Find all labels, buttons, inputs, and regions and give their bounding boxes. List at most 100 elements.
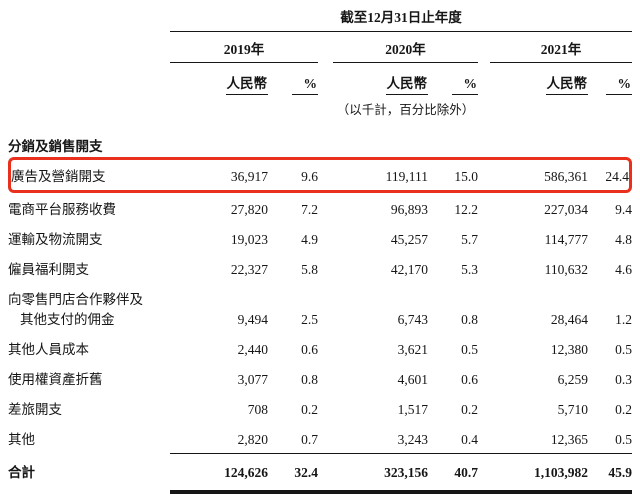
pct-header-2019: % bbox=[268, 63, 318, 95]
row-label: 其他 bbox=[8, 432, 35, 447]
cell-value: 0.5 bbox=[615, 342, 632, 357]
rmb-header-2021: 人民幣 bbox=[490, 63, 588, 95]
cell-value: 6,259 bbox=[557, 372, 588, 387]
column-gap bbox=[318, 63, 333, 95]
cell-value: 0.6 bbox=[461, 372, 478, 387]
units-note-row: （以千計，百分比除外） bbox=[8, 95, 632, 120]
column-gap bbox=[318, 363, 333, 393]
cell-value: 9.4 bbox=[615, 202, 632, 217]
cell-value: 586,361 bbox=[490, 157, 588, 193]
column-gap bbox=[478, 363, 490, 393]
year-header-2019: 2019年 bbox=[170, 32, 318, 63]
column-gap bbox=[478, 423, 490, 453]
pct-header-label: % bbox=[606, 76, 632, 95]
cell-value: 0.6 bbox=[301, 342, 318, 357]
column-gap bbox=[318, 193, 333, 223]
cell-value: 27,820 bbox=[230, 202, 268, 217]
column-gap bbox=[318, 283, 333, 333]
rmb-header-label: 人民幣 bbox=[225, 72, 268, 95]
cell-value: 5.7 bbox=[461, 232, 478, 247]
period-header: 截至12月31日止年度 bbox=[170, 6, 632, 32]
section-title: 分銷及銷售開支 bbox=[8, 139, 103, 154]
units-note: （以千計，百分比除外） bbox=[336, 103, 475, 117]
cell-value: 4.6 bbox=[615, 262, 632, 277]
cell-value: 1,517 bbox=[397, 402, 428, 417]
cell-value: 9.6 bbox=[268, 157, 318, 193]
table-row-transport-logistics: 運輸及物流開支 19,023 4.9 45,257 5.7 114,777 4.… bbox=[8, 223, 632, 253]
cell-value: 0.8 bbox=[461, 312, 478, 327]
cell-value: 114,777 bbox=[544, 232, 588, 247]
total-value: 32.4 bbox=[268, 453, 318, 486]
cell-value: 0.2 bbox=[301, 402, 318, 417]
column-gap bbox=[318, 95, 333, 120]
period-header-row: 截至12月31日止年度 bbox=[8, 6, 632, 32]
column-gap bbox=[478, 283, 490, 333]
cell-value: 0.4 bbox=[461, 432, 478, 447]
column-gap bbox=[478, 253, 490, 283]
column-gap bbox=[318, 223, 333, 253]
column-gap bbox=[478, 453, 490, 486]
row-label: 電商平台服務收費 bbox=[8, 202, 116, 217]
pct-header-2021: % bbox=[588, 63, 632, 95]
cell-value: 708 bbox=[247, 402, 268, 417]
cell-value: 2,440 bbox=[237, 342, 268, 357]
column-gap bbox=[318, 423, 333, 453]
table-row-retail-partner-commission: 向零售門店合作夥伴及 其他支付的佣金 9,494 2.5 6,743 0.8 2… bbox=[8, 283, 632, 333]
column-gap bbox=[478, 193, 490, 223]
cell-value: 12,380 bbox=[550, 342, 588, 357]
total-value: 40.7 bbox=[428, 453, 478, 486]
column-gap bbox=[478, 95, 490, 120]
row-label: 廣告及營銷開支 bbox=[8, 157, 170, 193]
rmb-header-2019: 人民幣 bbox=[170, 63, 268, 95]
empty-cell bbox=[8, 95, 170, 120]
cell-value: 42,170 bbox=[390, 262, 428, 277]
rmb-header-label: 人民幣 bbox=[385, 72, 428, 95]
cell-value: 5.8 bbox=[301, 262, 318, 277]
total-value: 45.9 bbox=[588, 453, 632, 486]
column-gap bbox=[318, 453, 333, 486]
row-label: 差旅開支 bbox=[8, 402, 62, 417]
cell-value: 5,710 bbox=[557, 402, 588, 417]
row-label: 僱員福利開支 bbox=[8, 262, 89, 277]
cell-value: 1.2 bbox=[615, 312, 632, 327]
pct-header-label: % bbox=[292, 76, 318, 95]
column-gap bbox=[318, 253, 333, 283]
total-value: 124,626 bbox=[170, 453, 268, 486]
cell-value: 22,327 bbox=[230, 262, 268, 277]
row-label: 使用權資產折舊 bbox=[8, 372, 103, 387]
row-label: 運輸及物流開支 bbox=[8, 232, 103, 247]
pct-header-2020: % bbox=[428, 63, 478, 95]
cell-value: 4,601 bbox=[397, 372, 428, 387]
table-row-rou-asset-depreciation: 使用權資產折舊 3,077 0.8 4,601 0.6 6,259 0.3 bbox=[8, 363, 632, 393]
table-row-others: 其他 2,820 0.7 3,243 0.4 12,365 0.5 bbox=[8, 423, 632, 453]
cell-value: 6,743 bbox=[397, 312, 428, 327]
cell-value: 2,820 bbox=[237, 432, 268, 447]
cell-value: 0.2 bbox=[461, 402, 478, 417]
column-gap bbox=[318, 32, 333, 63]
row-label-line1: 向零售門店合作夥伴及 bbox=[8, 292, 143, 307]
cell-value: 0.2 bbox=[615, 402, 632, 417]
cell-value: 5.3 bbox=[461, 262, 478, 277]
column-gap bbox=[478, 223, 490, 253]
cell-value: 96,893 bbox=[390, 202, 428, 217]
table-row-advertising-marketing: 廣告及營銷開支 36,917 9.6 119,111 15.0 586,361 … bbox=[8, 157, 632, 193]
cell-value: 3,243 bbox=[397, 432, 428, 447]
table-row-employee-benefits: 僱員福利開支 22,327 5.8 42,170 5.3 110,632 4.6 bbox=[8, 253, 632, 283]
empty-cell bbox=[8, 32, 170, 63]
cell-value: 110,632 bbox=[544, 262, 588, 277]
column-gap bbox=[318, 157, 333, 193]
empty-cell bbox=[490, 95, 632, 120]
distribution-expenses-table: 截至12月31日止年度 2019年 2020年 2021年 人民幣 % 人民幣 … bbox=[8, 6, 632, 494]
column-gap bbox=[478, 32, 490, 63]
column-gap bbox=[478, 393, 490, 423]
column-gap bbox=[478, 63, 490, 95]
double-rule-row bbox=[8, 486, 632, 494]
row-label-line2: 其他支付的佣金 bbox=[20, 312, 115, 327]
cell-value: 3,077 bbox=[237, 372, 268, 387]
cell-value: 24.4 bbox=[588, 157, 632, 193]
rmb-header-2020: 人民幣 bbox=[333, 63, 428, 95]
table-row-travel-expenses: 差旅開支 708 0.2 1,517 0.2 5,710 0.2 bbox=[8, 393, 632, 423]
cell-value: 28,464 bbox=[550, 312, 588, 327]
cell-value: 0.8 bbox=[301, 372, 318, 387]
